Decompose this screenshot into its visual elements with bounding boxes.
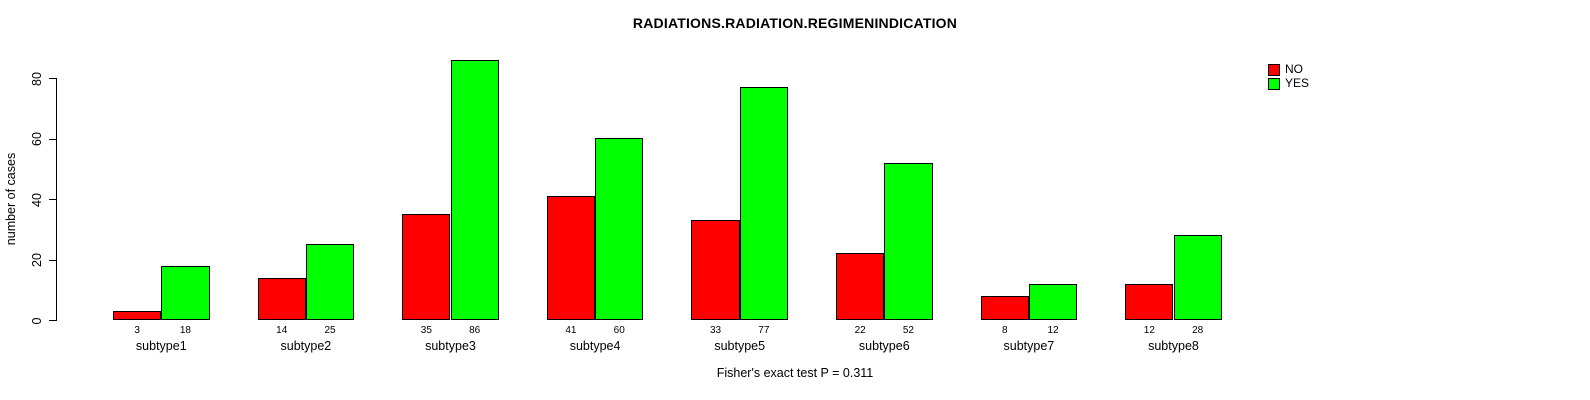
bar-no xyxy=(980,296,1029,320)
legend-entry: YES xyxy=(1268,77,1309,90)
bar-no xyxy=(257,278,306,320)
y-tick-label-text: 20 xyxy=(30,253,44,267)
category-label: subtype1 xyxy=(135,339,187,353)
bar-value-label: 52 xyxy=(902,325,914,336)
category-label: subtype2 xyxy=(280,339,332,353)
bar-value-label: 25 xyxy=(324,325,336,336)
legend: NO YES xyxy=(1268,63,1309,91)
bar-value-label: 3 xyxy=(134,325,140,336)
bar-no xyxy=(546,196,596,320)
bar-yes xyxy=(739,87,788,320)
legend-swatch xyxy=(1268,63,1280,76)
bar-value-label: 8 xyxy=(1001,325,1008,336)
legend-label: YES xyxy=(1285,76,1310,90)
bar-value-label: 60 xyxy=(613,325,625,336)
bar-value-label: 14 xyxy=(276,325,288,336)
bar-value-label: 86 xyxy=(469,325,481,336)
bar-no xyxy=(691,220,740,320)
bar-yes xyxy=(161,266,210,320)
y-tick-label-text: 80 xyxy=(30,71,44,86)
bar-yes xyxy=(884,163,933,320)
bar-no xyxy=(113,311,162,320)
bar-no xyxy=(1125,284,1174,320)
bar-value-label: 22 xyxy=(854,325,866,336)
bar-value-label: 77 xyxy=(758,325,770,336)
category-label: subtype4 xyxy=(569,339,621,353)
bar-value-label: 18 xyxy=(179,325,191,336)
bar-yes xyxy=(305,244,355,320)
category-label: subtype8 xyxy=(1148,339,1199,353)
bar-no xyxy=(402,214,451,320)
bar-value-label: 28 xyxy=(1192,325,1204,336)
y-axis-tick xyxy=(49,199,56,200)
y-axis-tick xyxy=(49,78,56,79)
category-label: subtype3 xyxy=(425,339,476,353)
bar-yes xyxy=(450,60,499,320)
y-tick-label-text: 40 xyxy=(30,192,44,207)
y-axis-title-text: number of cases xyxy=(4,152,18,246)
legend-swatch xyxy=(1268,77,1280,90)
category-label: subtype7 xyxy=(1003,339,1055,353)
y-axis-tick xyxy=(49,138,56,140)
bar-no xyxy=(836,253,885,320)
chart-title: RADIATIONS.RADIATION.REGIMENINDICATION xyxy=(632,15,958,31)
bar-value-label: 12 xyxy=(1143,325,1155,336)
bar-value-label: 41 xyxy=(565,325,577,336)
y-axis-line xyxy=(56,78,57,321)
bar-yes xyxy=(595,138,644,320)
bar-yes xyxy=(1028,284,1078,320)
bar-yes xyxy=(1173,235,1222,320)
legend-label: NO xyxy=(1285,62,1303,76)
legend-entry: NO xyxy=(1268,63,1309,76)
category-label: subtype5 xyxy=(714,339,766,353)
y-tick-label-text: 0 xyxy=(30,317,44,324)
y-axis-tick xyxy=(49,259,56,261)
y-axis-tick xyxy=(49,320,56,321)
bar-value-label: 35 xyxy=(420,325,432,336)
y-tick-label-text: 60 xyxy=(30,132,44,146)
annotation-fisher-test: Fisher's exact test P = 0.311 xyxy=(716,366,874,380)
category-label: subtype6 xyxy=(858,339,910,353)
bar-value-label: 33 xyxy=(709,325,722,336)
bar-value-label: 12 xyxy=(1047,325,1059,336)
